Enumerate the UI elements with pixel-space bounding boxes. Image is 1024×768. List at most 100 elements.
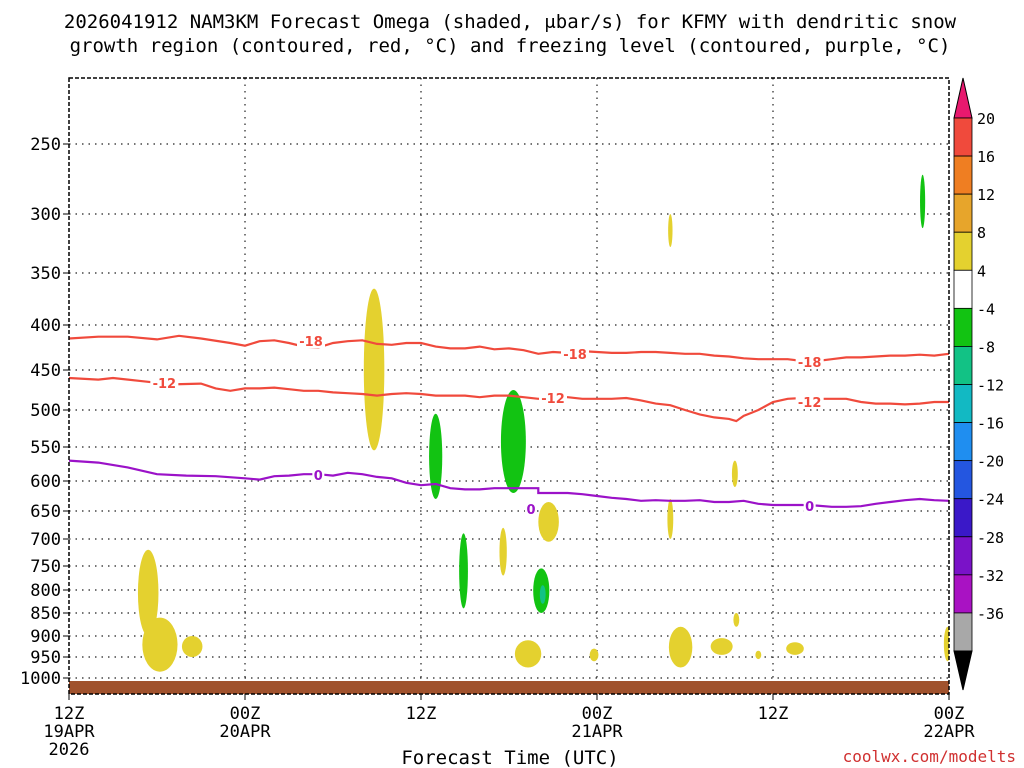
y-tick-label-550: 550 (30, 438, 61, 458)
y-tick-label-350: 350 (30, 264, 61, 284)
y-axis-ticks: 250 300 350 400 450 500 550 600 650 700 750 800 850 9… (20, 135, 69, 689)
colorbar-label-8: -16 (977, 415, 1004, 433)
colorbar-swatch-1 (953, 155, 973, 195)
ground-strip (69, 681, 949, 694)
omega-blob-yellow-49 (786, 642, 804, 655)
x-axis-label: Forecast Time (UTC) (401, 747, 618, 768)
contour-label-bg-0-1 (561, 345, 589, 361)
y-tick-label-700: 700 (30, 530, 61, 550)
x-tick-label-0-1: 12Z (54, 704, 85, 724)
omega-blob-green-300 (920, 174, 926, 229)
colorbar-swatch-3 (953, 231, 973, 271)
contour-label-2-1: 0 (526, 503, 535, 518)
y-tick-label-900: 900 (30, 627, 61, 647)
contour-label-0-0: -18 (299, 335, 323, 350)
omega-blob-low-cyan-core (539, 585, 546, 604)
colorbar-label-10: -24 (977, 491, 1004, 509)
x-tick-label-3-2: 21APR (571, 722, 623, 742)
colorbar-label-4: 4 (977, 262, 986, 280)
chart-title-line2: growth region (contoured, red, °C) and f… (70, 35, 951, 57)
omega-blob-yellow-44 (710, 638, 733, 655)
contour-label-bg-2-1 (525, 501, 537, 517)
colorbar-label-13: -36 (977, 605, 1004, 623)
contour-label-bg-2-0 (312, 466, 325, 482)
colorbar-label-1: 16 (977, 148, 995, 166)
omega-blob-yellow-60-edge (943, 626, 949, 662)
colorbar-top-arrow (953, 77, 973, 119)
y-tick-label-650: 650 (30, 502, 61, 522)
x-tick-label-3-1: 00Z (582, 704, 613, 724)
contour-label-2-2: 0 (805, 500, 814, 515)
y-tick-label-950: 950 (30, 648, 61, 668)
colorbar-label-0: 20 (977, 110, 995, 128)
colorbar-swatch-8 (953, 422, 973, 462)
y-tick-label-750: 750 (30, 557, 61, 577)
contour-label-bg-2-2 (803, 498, 816, 514)
omega-blob-mid-green-big (500, 390, 526, 493)
credit-text: coolwx.com/modelts (843, 747, 1016, 766)
contour-label-1-0: -12 (153, 377, 177, 392)
x-tick-label-4-1: 12Z (758, 704, 789, 724)
contour-label-0-2: -18 (798, 356, 822, 371)
omega-blob-yellow-700 (538, 501, 559, 542)
x-tick-label-0-3: 2026 (49, 740, 90, 760)
y-tick-label-800: 800 (30, 581, 61, 601)
grid-lines (69, 78, 949, 694)
x-tick-label-1-2: 20APR (219, 722, 271, 742)
omega-blob-yellow-41 (668, 626, 693, 668)
colorbar-bottom-arrow (953, 650, 973, 691)
y-tick-label-500: 500 (30, 401, 61, 421)
contour-label-bg-0-0 (297, 333, 325, 349)
x-tick-label-0-2: 19APR (43, 722, 95, 742)
omega-shading (137, 174, 949, 672)
omega-blob-yellow-45-small (733, 613, 740, 627)
contour-label-bg-1-2 (795, 394, 824, 409)
omega-blob-yellow-720 (499, 527, 507, 576)
colorbar-swatch-6 (953, 346, 973, 385)
x-tick-label-5-2: 22APR (923, 722, 975, 742)
x-tick-label-5-1: 00Z (934, 704, 965, 724)
colorbar-label-3: 8 (977, 224, 986, 242)
colorbar-swatch-0 (953, 117, 973, 157)
y-tick-label-400: 400 (30, 316, 61, 336)
contour-labels: -18 -18 -18 -12 -12 -12 0 0 0 (150, 333, 824, 518)
colorbar-label-6: -8 (977, 338, 995, 356)
omega-blob-yellow-650 (667, 499, 674, 539)
colorbar-label-9: -20 (977, 453, 1004, 471)
colorbar-swatch-9 (953, 460, 973, 500)
y-tick-label-450: 450 (30, 361, 61, 381)
contour-label-bg-0-2 (795, 353, 824, 369)
contour-label-bg-1-0 (150, 374, 179, 390)
y-tick-label-1000: 1000 (20, 669, 61, 689)
colorbar-swatch-11 (953, 536, 973, 576)
colorbar-swatch-13 (953, 612, 973, 652)
omega-blob-yellow-low-left2 (142, 617, 178, 672)
contour-label-0-1: -18 (563, 348, 587, 363)
colorbar-swatch-2 (953, 193, 973, 233)
colorbar-label-12: -32 (977, 567, 1004, 585)
colorbar-swatch-4 (953, 269, 973, 309)
contour-label-1-2: -12 (798, 396, 822, 411)
colorbar-swatch-5 (953, 307, 973, 347)
colorbar-label-11: -28 (977, 529, 1004, 547)
x-tick-label-2-1: 12Z (406, 704, 437, 724)
colorbar-swatch-10 (953, 498, 973, 538)
colorbar-label-2: 12 (977, 186, 995, 204)
omega-blob-upper-yellow-spike (363, 288, 385, 451)
omega-blob-yellow-46-dot (755, 650, 762, 660)
contour-label-bg-1-1 (539, 390, 567, 405)
colorbar-label-7: -12 (977, 377, 1004, 395)
colorbar-swatch-7 (953, 384, 973, 423)
omega-blob-yellow-600 (731, 460, 738, 487)
omega-blob-yellow-bottom-mid (514, 640, 542, 668)
y-tick-label-250: 250 (30, 135, 61, 155)
contour-label-1-1: -12 (541, 392, 565, 407)
omega-blob-mid-green-left (429, 413, 443, 499)
colorbar-label-5: -4 (977, 300, 995, 318)
omega-blob-yellow-300 (668, 214, 673, 248)
y-tick-label-300: 300 (30, 205, 61, 225)
omega-blob-yellow-box (181, 636, 203, 657)
x-tick-label-1-1: 00Z (230, 704, 261, 724)
